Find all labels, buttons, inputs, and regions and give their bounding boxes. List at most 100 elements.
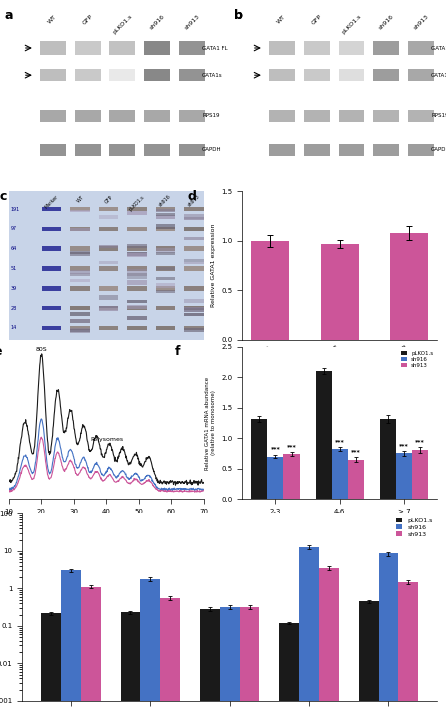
FancyBboxPatch shape — [269, 41, 295, 55]
Bar — [268, 457, 284, 499]
Bar — [380, 418, 396, 499]
FancyBboxPatch shape — [156, 248, 175, 253]
FancyBboxPatch shape — [179, 41, 205, 55]
FancyBboxPatch shape — [127, 252, 147, 256]
FancyBboxPatch shape — [156, 282, 175, 288]
FancyBboxPatch shape — [304, 110, 330, 122]
FancyBboxPatch shape — [99, 215, 118, 219]
FancyBboxPatch shape — [42, 306, 62, 310]
Bar — [390, 233, 428, 340]
Bar — [81, 587, 101, 708]
FancyBboxPatch shape — [99, 326, 118, 330]
FancyBboxPatch shape — [70, 207, 90, 211]
Bar — [332, 449, 348, 499]
Text: sh916: sh916 — [378, 14, 395, 31]
Text: GATA1s: GATA1s — [202, 73, 223, 78]
Bar — [321, 244, 359, 340]
FancyBboxPatch shape — [179, 69, 205, 81]
FancyBboxPatch shape — [339, 110, 364, 122]
FancyBboxPatch shape — [70, 227, 90, 231]
FancyBboxPatch shape — [127, 316, 147, 320]
FancyBboxPatch shape — [304, 41, 330, 55]
FancyBboxPatch shape — [70, 273, 90, 276]
Text: 51: 51 — [11, 266, 17, 271]
FancyBboxPatch shape — [156, 209, 175, 212]
Bar — [140, 578, 160, 708]
FancyBboxPatch shape — [373, 69, 399, 81]
FancyBboxPatch shape — [184, 308, 203, 312]
FancyBboxPatch shape — [99, 306, 118, 311]
Text: sh913: sh913 — [413, 14, 429, 31]
Text: RPS19: RPS19 — [202, 113, 219, 118]
FancyBboxPatch shape — [70, 312, 90, 316]
Bar — [200, 609, 220, 708]
Bar — [398, 582, 418, 708]
FancyBboxPatch shape — [127, 266, 147, 270]
Text: ***: *** — [271, 447, 280, 452]
Text: pLKO1.s: pLKO1.s — [341, 14, 362, 35]
Bar — [120, 612, 140, 708]
FancyBboxPatch shape — [184, 262, 203, 264]
Bar — [379, 554, 398, 708]
Text: 64: 64 — [11, 246, 17, 251]
Text: ***: *** — [335, 440, 345, 445]
FancyBboxPatch shape — [184, 286, 203, 290]
FancyBboxPatch shape — [408, 144, 434, 156]
FancyBboxPatch shape — [99, 261, 118, 263]
Text: WT: WT — [277, 14, 287, 25]
Bar — [284, 454, 300, 499]
Text: WT: WT — [76, 194, 85, 203]
FancyBboxPatch shape — [145, 110, 170, 122]
FancyBboxPatch shape — [74, 144, 100, 156]
FancyBboxPatch shape — [40, 144, 66, 156]
FancyBboxPatch shape — [179, 110, 205, 122]
FancyBboxPatch shape — [184, 246, 203, 251]
FancyBboxPatch shape — [70, 266, 90, 270]
Text: 80S: 80S — [36, 348, 47, 353]
FancyBboxPatch shape — [42, 286, 62, 290]
FancyBboxPatch shape — [184, 313, 203, 316]
FancyBboxPatch shape — [99, 266, 118, 270]
FancyBboxPatch shape — [339, 69, 364, 81]
FancyBboxPatch shape — [156, 266, 175, 270]
FancyBboxPatch shape — [184, 329, 203, 332]
Bar — [299, 547, 319, 708]
Text: ***: *** — [415, 440, 425, 445]
Text: c: c — [0, 190, 7, 202]
Text: sh916: sh916 — [149, 14, 166, 31]
Text: GFP: GFP — [103, 194, 114, 205]
FancyBboxPatch shape — [184, 306, 203, 310]
FancyBboxPatch shape — [127, 207, 147, 211]
FancyBboxPatch shape — [156, 252, 175, 256]
FancyBboxPatch shape — [127, 286, 147, 290]
Text: a: a — [5, 9, 13, 22]
Text: pLKO1.s: pLKO1.s — [128, 194, 146, 212]
FancyBboxPatch shape — [70, 228, 90, 231]
X-axis label: Polysome size: Polysome size — [315, 520, 364, 527]
Text: d: d — [188, 190, 197, 202]
Text: 14: 14 — [11, 326, 17, 331]
Text: GAPDH: GAPDH — [202, 147, 222, 152]
FancyBboxPatch shape — [156, 306, 175, 310]
FancyBboxPatch shape — [74, 69, 100, 81]
Text: b: b — [234, 9, 243, 22]
FancyBboxPatch shape — [99, 306, 118, 310]
Text: GATA1s: GATA1s — [431, 73, 446, 78]
FancyBboxPatch shape — [42, 227, 62, 231]
Text: 97: 97 — [11, 227, 17, 232]
FancyBboxPatch shape — [40, 69, 66, 81]
FancyBboxPatch shape — [156, 207, 175, 211]
FancyBboxPatch shape — [184, 227, 203, 231]
FancyBboxPatch shape — [184, 236, 203, 240]
Bar — [359, 601, 379, 708]
FancyBboxPatch shape — [184, 266, 203, 270]
FancyBboxPatch shape — [127, 253, 147, 257]
Text: f: f — [174, 346, 180, 358]
Y-axis label: Relative GATA1 mRNA abundance
(relative to monosome): Relative GATA1 mRNA abundance (relative … — [205, 377, 216, 469]
Text: ***: *** — [287, 444, 297, 449]
Legend: pLKO1.s, sh916, sh913: pLKO1.s, sh916, sh913 — [395, 516, 434, 538]
Text: e: e — [0, 346, 2, 358]
Text: sh916: sh916 — [158, 194, 173, 208]
Bar — [316, 371, 332, 499]
Text: 39: 39 — [11, 286, 17, 291]
